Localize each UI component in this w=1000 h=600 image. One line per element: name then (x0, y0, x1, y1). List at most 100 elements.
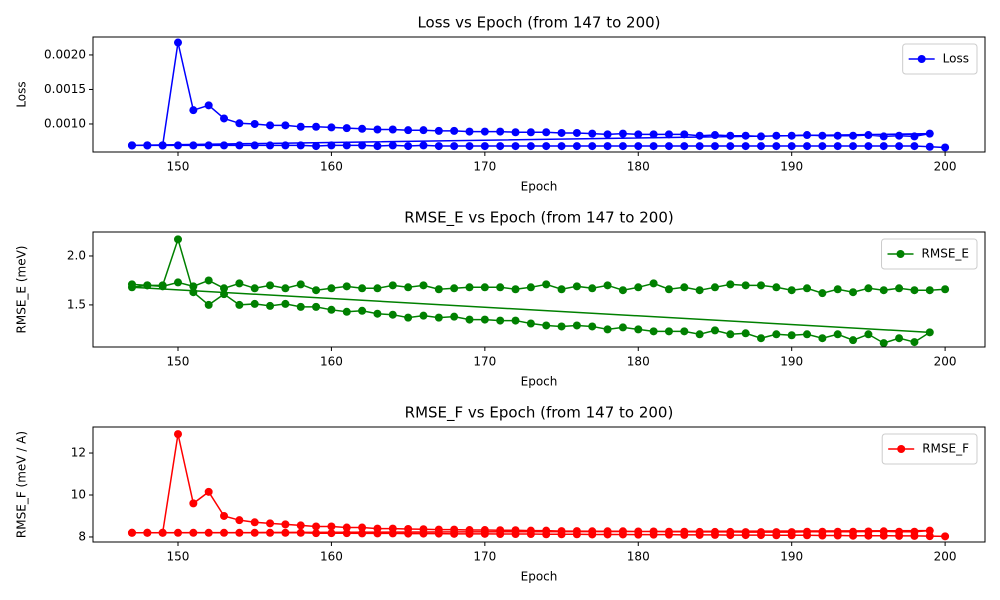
point (373, 142, 382, 151)
point (220, 528, 229, 537)
x-tick-label: 160 (320, 160, 343, 174)
point (189, 282, 198, 291)
point (204, 528, 213, 537)
point (342, 282, 351, 291)
point (772, 142, 781, 151)
y-tick-label: 0.0010 (44, 116, 86, 130)
point (588, 322, 597, 331)
point (511, 316, 520, 325)
point (312, 522, 321, 531)
point (664, 285, 673, 294)
point (849, 531, 858, 540)
axes-frame (92, 36, 986, 153)
point (266, 281, 275, 290)
point (388, 281, 397, 290)
point (496, 316, 505, 325)
point (925, 286, 934, 295)
point (726, 131, 735, 140)
point (634, 142, 643, 151)
x-tick-label: 170 (473, 550, 496, 564)
x-tick-label: 170 (473, 160, 496, 174)
point (818, 334, 827, 343)
point (618, 286, 627, 295)
point (803, 142, 812, 151)
point (649, 279, 658, 288)
y-tick-label: 1.5 (67, 297, 86, 311)
point (465, 315, 474, 324)
point (450, 142, 459, 151)
point (327, 529, 336, 538)
point (250, 284, 259, 293)
point (204, 101, 213, 110)
point (450, 126, 459, 135)
point (588, 530, 597, 539)
point (710, 142, 719, 151)
point (312, 302, 321, 311)
point (634, 283, 643, 292)
point (281, 299, 290, 308)
point (266, 121, 275, 130)
point (895, 531, 904, 540)
point (910, 531, 919, 540)
point (557, 128, 566, 137)
point (189, 528, 198, 537)
point (879, 286, 888, 295)
point (757, 142, 766, 151)
point (557, 142, 566, 151)
point (373, 529, 382, 538)
point (250, 141, 259, 150)
point (542, 321, 551, 330)
point (266, 141, 275, 150)
point (204, 487, 213, 496)
point (266, 301, 275, 310)
point (404, 142, 413, 151)
point (864, 131, 873, 140)
point (173, 38, 182, 47)
point (833, 531, 842, 540)
point (434, 285, 443, 294)
point (803, 531, 812, 540)
x-tick-label: 200 (934, 160, 957, 174)
point (281, 141, 290, 150)
point (757, 132, 766, 141)
point (511, 285, 520, 294)
chart-title: Loss vs Epoch (from 147 to 200) (417, 14, 660, 32)
point (910, 286, 919, 295)
point (757, 281, 766, 290)
point (480, 142, 489, 151)
point (358, 529, 367, 538)
x-tick-label: 160 (320, 355, 343, 369)
point (634, 130, 643, 139)
point (220, 284, 229, 293)
series-line (131, 42, 946, 149)
point (603, 325, 612, 334)
point (618, 142, 627, 151)
point (281, 520, 290, 529)
point (511, 128, 520, 137)
point (465, 142, 474, 151)
point (695, 131, 704, 140)
point (757, 334, 766, 343)
point (542, 128, 551, 137)
x-tick-label: 190 (780, 160, 803, 174)
point (419, 141, 428, 150)
point (204, 300, 213, 309)
point (235, 141, 244, 150)
point (941, 143, 950, 152)
legend: Loss (908, 52, 969, 66)
point (710, 530, 719, 539)
point (757, 531, 766, 540)
point (787, 131, 796, 140)
point (250, 528, 259, 537)
point (680, 530, 689, 539)
point (127, 528, 136, 537)
point (127, 141, 136, 150)
x-axis-label: Epoch (521, 570, 558, 584)
point (879, 339, 888, 348)
point (833, 131, 842, 140)
point (588, 129, 597, 138)
point (618, 129, 627, 138)
point (220, 141, 229, 150)
point (450, 284, 459, 293)
point (235, 528, 244, 537)
